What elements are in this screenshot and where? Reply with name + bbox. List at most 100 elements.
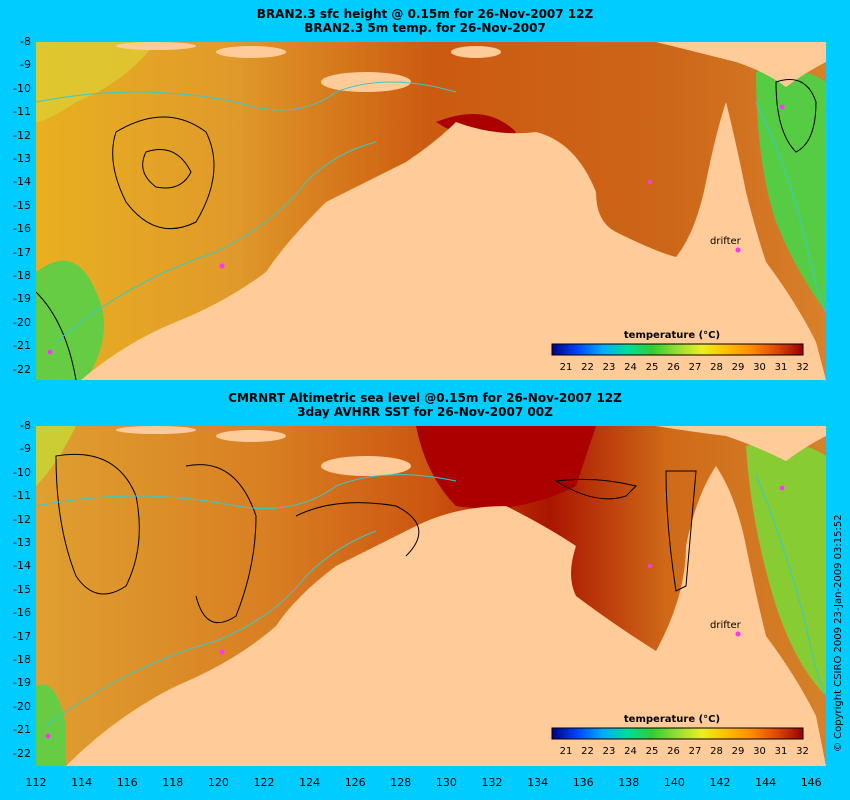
height-contour bbox=[55, 453, 140, 595]
x-tick-label: 136 bbox=[572, 776, 594, 789]
timor-island bbox=[321, 456, 411, 476]
x-tick-label: 120 bbox=[207, 776, 229, 789]
colorbar-title: temperature (°C) bbox=[624, 714, 720, 725]
x-tick-label: 144 bbox=[755, 776, 777, 789]
y-tick-label: -8 bbox=[20, 35, 31, 48]
colorbar-tick-label: 30 bbox=[753, 362, 766, 373]
x-tick-label: 130 bbox=[435, 776, 457, 789]
y-tick-label: -16 bbox=[13, 606, 31, 620]
java-island bbox=[116, 42, 196, 50]
y-tick-label: -15 bbox=[13, 582, 31, 596]
colorbar-tick-label: 31 bbox=[775, 746, 788, 757]
y-tick-label: -10 bbox=[13, 81, 31, 95]
colorbar: temperature (°C) 21 22 23 24 25 26 27 28 29 30 31 3… bbox=[551, 714, 809, 757]
y-tick-label: -9 bbox=[20, 442, 31, 456]
drifter-marker bbox=[648, 180, 652, 184]
colorbar-title: temperature (°C) bbox=[624, 330, 720, 341]
colorbar-tick-label: 21 bbox=[560, 362, 573, 373]
map-panel-avhrr: drifter temperature (°C) 21 22 23 24 25 26 27 2… bbox=[36, 426, 826, 766]
bathymetry-line bbox=[45, 530, 377, 727]
y-tick-label: -13 bbox=[13, 152, 31, 165]
colorbar-tick-label: 32 bbox=[796, 362, 809, 373]
x-tick-label: 138 bbox=[618, 776, 640, 789]
panel2-title-line2: 3day AVHRR SST for 26-Nov-2007 00Z bbox=[297, 405, 553, 419]
y-tick-label: -19 bbox=[13, 292, 31, 306]
colorbar-tick-label: 29 bbox=[732, 362, 745, 373]
hot-region-arafura bbox=[416, 426, 596, 509]
y-tick-label: -11 bbox=[13, 105, 31, 119]
drifter-marker bbox=[735, 247, 741, 253]
drifter-marker bbox=[219, 263, 225, 269]
height-contour bbox=[142, 149, 192, 189]
sumba-island bbox=[216, 46, 286, 58]
colorbar-tick-label: 26 bbox=[667, 362, 680, 373]
cool-region-southwest bbox=[36, 260, 104, 380]
bathymetry-line bbox=[55, 141, 377, 343]
height-contour bbox=[112, 116, 215, 230]
y-tick-label: -21 bbox=[13, 723, 31, 737]
drifter-marker bbox=[779, 104, 785, 110]
y-tick-label: -21 bbox=[13, 339, 31, 353]
australia-land bbox=[81, 102, 826, 380]
x-tick-label: 114 bbox=[71, 776, 93, 789]
sumba-island bbox=[216, 430, 286, 442]
x-tick-label: 132 bbox=[481, 776, 503, 789]
y-tick-label: -14 bbox=[13, 559, 31, 573]
colorbar-tick-label: 22 bbox=[581, 362, 594, 373]
drifter-marker bbox=[779, 485, 785, 491]
x-tick-label: 128 bbox=[390, 776, 412, 789]
x-tick-label: 134 bbox=[527, 776, 549, 789]
x-tick-label: 118 bbox=[162, 776, 184, 789]
map-panel-bran: drifter temperature (°C) 21 22 23 24 25 26 27 2… bbox=[36, 42, 826, 380]
colorbar-tick-label: 26 bbox=[667, 746, 680, 757]
y-tick-label: -16 bbox=[13, 222, 31, 236]
colorbar-tick-label: 24 bbox=[624, 746, 637, 757]
y-tick-label: -22 bbox=[13, 746, 31, 760]
colorbar-tick-label: 27 bbox=[689, 362, 702, 373]
y-tick-label: -8 bbox=[20, 419, 31, 432]
x-tick-label: 122 bbox=[253, 776, 275, 789]
x-tick-label: 112 bbox=[25, 776, 47, 789]
timor-island bbox=[321, 72, 411, 92]
y-tick-label: -12 bbox=[13, 512, 31, 526]
drifter-label: drifter bbox=[710, 620, 742, 631]
y-tick-label: -9 bbox=[20, 58, 31, 72]
panel1-title-line2: BRAN2.3 5m temp. for 26-Nov-2007 bbox=[304, 21, 546, 35]
bathymetry-line bbox=[36, 81, 457, 111]
height-contour bbox=[36, 291, 77, 380]
copyright-notice: © Copyright CSIRO 2009 23-Jan-2009 03:15… bbox=[833, 514, 844, 752]
drifter-marker bbox=[45, 733, 51, 739]
colorbar-tick-label: 29 bbox=[732, 746, 745, 757]
y-tick-label: -10 bbox=[13, 465, 31, 479]
colorbar-tick-label: 27 bbox=[689, 746, 702, 757]
colorbar-tick-label: 25 bbox=[646, 746, 659, 757]
colorbar-tick-label: 31 bbox=[775, 362, 788, 373]
bathymetry-line bbox=[755, 475, 826, 697]
cool-region-northwest bbox=[36, 42, 156, 122]
y-tick-label: -13 bbox=[13, 536, 31, 549]
drifter-label: drifter bbox=[710, 236, 742, 247]
colorbar: temperature (°C) 21 22 23 24 25 26 27 28 29 30 31 3… bbox=[551, 330, 809, 373]
height-contour bbox=[554, 478, 637, 500]
drifter-marker bbox=[648, 564, 652, 568]
y-tick-label: -14 bbox=[13, 175, 31, 189]
x-tick-label: 126 bbox=[344, 776, 366, 789]
colorbar-tick-label: 28 bbox=[710, 746, 723, 757]
y-tick-label: -11 bbox=[13, 489, 31, 503]
y-tick-label: -12 bbox=[13, 128, 31, 142]
y-tick-label: -15 bbox=[13, 198, 31, 212]
panel2-title-line1: CMRNRT Altimetric sea level @0.15m for 2… bbox=[228, 391, 622, 405]
colorbar-scale bbox=[551, 343, 804, 356]
x-tick-label: 142 bbox=[709, 776, 731, 789]
colorbar-tick-label: 23 bbox=[603, 362, 616, 373]
colorbar-tick-label: 23 bbox=[603, 746, 616, 757]
colorbar-tick-label: 22 bbox=[581, 746, 594, 757]
colorbar-tick-label: 25 bbox=[646, 362, 659, 373]
bathymetry-line bbox=[755, 101, 826, 313]
x-tick-label: 140 bbox=[663, 776, 685, 789]
x-tick-label: 116 bbox=[116, 776, 138, 789]
y-tick-label: -19 bbox=[13, 676, 31, 690]
height-contour bbox=[295, 502, 420, 557]
height-contour bbox=[665, 470, 697, 592]
cool-region-coral-sea bbox=[746, 442, 826, 696]
